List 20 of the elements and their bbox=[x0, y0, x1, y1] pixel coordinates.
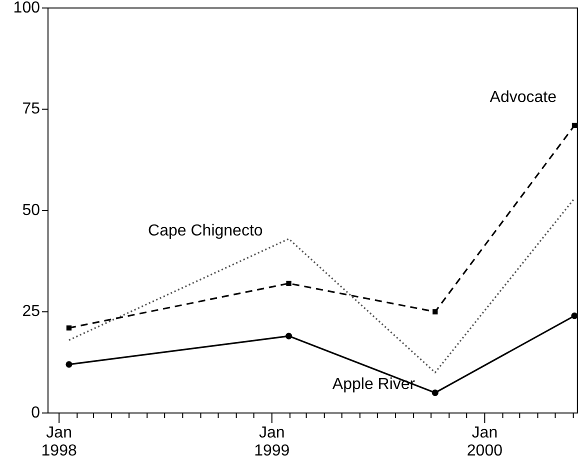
x-tick-label: Jan 2000 bbox=[466, 424, 503, 460]
point bbox=[572, 122, 578, 128]
point bbox=[66, 325, 72, 331]
series-label: Apple River bbox=[332, 376, 416, 394]
y-tick-label: 50 bbox=[22, 202, 40, 219]
line-series bbox=[68, 198, 576, 374]
point bbox=[571, 312, 578, 320]
point bbox=[432, 309, 438, 314]
y-tick-label: 100 bbox=[13, 0, 40, 16]
x-tick-label: Jan 1998 bbox=[41, 424, 77, 460]
point bbox=[66, 361, 72, 368]
series-label: Cape Chignecto bbox=[148, 222, 263, 240]
y-tick-label: 75 bbox=[22, 100, 40, 118]
y-tick-label: 25 bbox=[22, 303, 40, 320]
series-label: Advocate bbox=[490, 88, 557, 106]
y-tick-label: 0 bbox=[31, 404, 40, 422]
point bbox=[432, 389, 438, 396]
point bbox=[285, 332, 292, 340]
x-tick-label: Jan 1999 bbox=[254, 424, 290, 460]
point bbox=[286, 280, 292, 286]
